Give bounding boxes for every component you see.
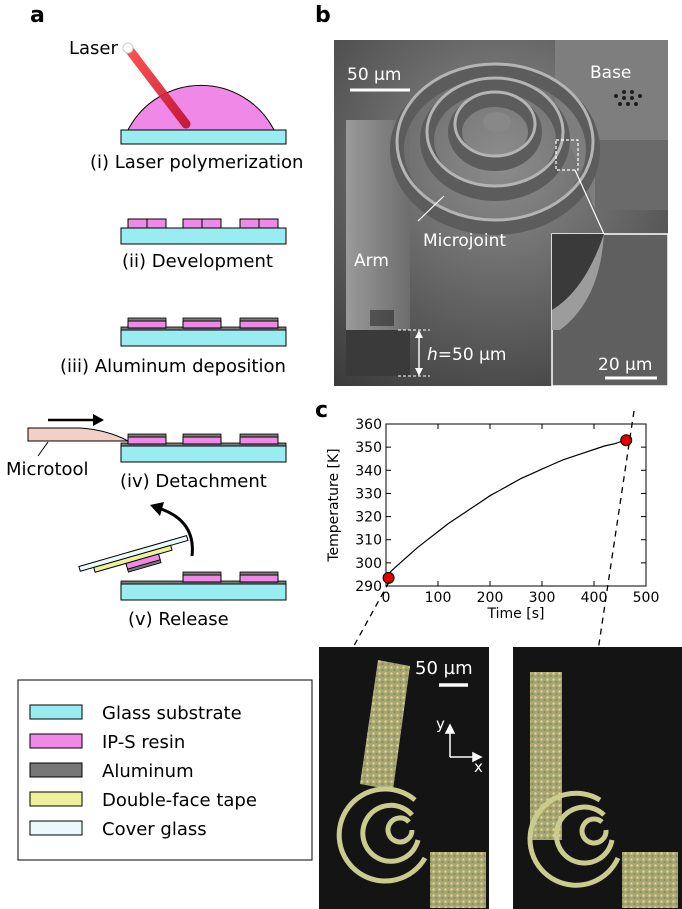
sem-image bbox=[334, 40, 669, 387]
legend-swatch-tape bbox=[29, 791, 83, 807]
x-tick-label: 400 bbox=[581, 590, 608, 606]
temperature-chart: 0 100 200 300 400 500 290 300 310 320 330 340 350 360… bbox=[326, 417, 659, 622]
sem-height-label: h=50 µm bbox=[427, 345, 506, 365]
laser-beam bbox=[123, 43, 191, 129]
sem-height-h: h bbox=[427, 345, 438, 365]
panel-b-letter: b bbox=[315, 3, 331, 28]
connector-right bbox=[595, 410, 635, 665]
axis-y-letter: y bbox=[436, 715, 445, 733]
y-tick-label: 320 bbox=[355, 510, 382, 526]
x-tick-label: 0 bbox=[382, 590, 391, 606]
y-tick-label: 310 bbox=[355, 533, 382, 549]
x-tick-label: 500 bbox=[633, 590, 660, 606]
sem-microjoint-label: Microjoint bbox=[423, 231, 506, 251]
sem-height-value: =50 µm bbox=[438, 345, 507, 365]
microtool-label: Microtool bbox=[6, 459, 89, 480]
step-iv-label: (iv) Detachment bbox=[120, 471, 267, 492]
x-tick-label: 200 bbox=[477, 590, 504, 606]
rotation-arrow-icon bbox=[157, 506, 194, 557]
step-ii-illustration bbox=[120, 218, 287, 245]
laser-label: Laser bbox=[69, 38, 119, 59]
panel-c-letter: c bbox=[315, 398, 328, 423]
legend-swatch-aluminum bbox=[29, 762, 83, 778]
y-tick-label: 300 bbox=[355, 556, 382, 572]
chart-frame bbox=[385, 423, 647, 587]
sem-scalebar-main-label: 50 µm bbox=[347, 65, 401, 85]
sem-scalebar-inset-label: 20 µm bbox=[598, 355, 652, 375]
legend-label-cover: Cover glass bbox=[102, 819, 207, 840]
legend-swatch-resin bbox=[29, 733, 83, 749]
step-i-label: (i) Laser polymerization bbox=[90, 152, 303, 173]
sem-inset bbox=[551, 233, 669, 387]
x-axis-title: Time [s] bbox=[487, 606, 545, 622]
microtool-shape bbox=[27, 427, 129, 442]
sem-arm-label: Arm bbox=[354, 251, 389, 271]
y-tick-label: 330 bbox=[355, 486, 382, 502]
sem-base-label: Base bbox=[590, 63, 631, 83]
legend-label-tape: Double-face tape bbox=[102, 790, 257, 811]
y-tick-label: 340 bbox=[355, 463, 382, 479]
step-iii-label: (iii) Aluminum deposition bbox=[60, 356, 286, 377]
y-tick-label: 350 bbox=[355, 440, 382, 456]
legend-label-resin: IP-S resin bbox=[102, 732, 185, 753]
step-v-label: (v) Release bbox=[128, 609, 229, 630]
axis-x-letter: x bbox=[474, 758, 483, 776]
step-ii-label: (ii) Development bbox=[122, 251, 273, 272]
x-tick-label: 300 bbox=[529, 590, 556, 606]
photo-scalebar-label: 50 µm bbox=[415, 658, 473, 679]
step-iii-illustration bbox=[120, 317, 287, 347]
step-iv-illustration bbox=[27, 414, 287, 463]
y-tick-label: 360 bbox=[355, 417, 382, 433]
xy-axes-icon bbox=[444, 723, 483, 763]
data-marker bbox=[382, 571, 395, 584]
y-axis-title: Temperature [K] bbox=[326, 448, 342, 562]
legend-swatch-glass bbox=[29, 704, 83, 720]
legend: Glass substrate IP-S resin Aluminum Doub… bbox=[17, 679, 313, 861]
step-i-illustration bbox=[120, 42, 287, 145]
series-line bbox=[385, 439, 626, 579]
legend-label-aluminum: Aluminum bbox=[102, 761, 194, 782]
photo-after bbox=[513, 647, 682, 909]
legend-label-glass: Glass substrate bbox=[102, 703, 242, 724]
data-marker bbox=[620, 434, 633, 447]
legend-swatch-cover bbox=[29, 820, 83, 836]
x-tick-label: 100 bbox=[425, 590, 452, 606]
photo-before bbox=[319, 647, 489, 909]
step-v-illustration bbox=[78, 502, 287, 601]
laser-source-icon bbox=[122, 42, 134, 54]
sem-base-holes bbox=[614, 90, 642, 106]
panel-a-letter: a bbox=[30, 3, 45, 28]
y-tick-label: 290 bbox=[355, 579, 382, 595]
